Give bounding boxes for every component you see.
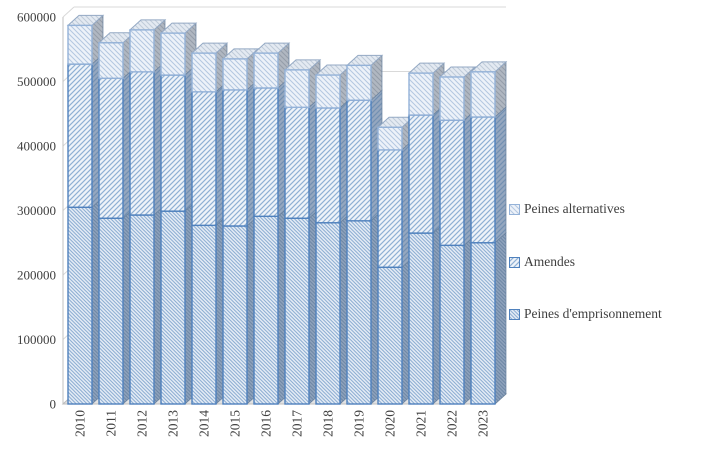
x-axis-year-label: 2011 bbox=[104, 410, 119, 437]
bar-segment-2014 bbox=[191, 91, 217, 227]
bar-segment-2010 bbox=[67, 63, 93, 208]
bar-segment-2020 bbox=[377, 149, 403, 268]
bar-segment-2020 bbox=[377, 266, 403, 405]
bar-segment-2013 bbox=[160, 74, 186, 212]
bar-2011 bbox=[97, 32, 136, 405]
bar-segment-2021 bbox=[408, 72, 434, 116]
bar-side-2023 bbox=[494, 106, 507, 244]
bar-segment-2017 bbox=[284, 106, 310, 219]
bar-segment-2021 bbox=[408, 232, 434, 405]
bar-segment-2015 bbox=[222, 89, 248, 227]
bar-segment-2014 bbox=[191, 52, 217, 93]
bar-2015 bbox=[221, 48, 260, 405]
bar-segment-2015 bbox=[222, 225, 248, 405]
bar-2020 bbox=[376, 116, 415, 405]
bar-segment-2019 bbox=[346, 99, 372, 222]
bar-segment-2015 bbox=[222, 58, 248, 91]
bar-segment-2014 bbox=[191, 224, 217, 405]
legend-label: Peines d'emprisonnement bbox=[524, 306, 662, 321]
x-axis-year-label: 2015 bbox=[228, 410, 243, 437]
bar-segment-2018 bbox=[315, 107, 341, 224]
bar-segment-2018 bbox=[315, 74, 341, 109]
y-axis-tick-label: 400000 bbox=[17, 139, 56, 154]
x-axis-year-label: 2023 bbox=[476, 410, 491, 437]
x-axis-year-label: 2010 bbox=[73, 410, 88, 437]
y-axis-tick-label: 500000 bbox=[17, 74, 56, 89]
bar-segment-2013 bbox=[160, 32, 186, 76]
bar-segment-2012 bbox=[129, 214, 155, 405]
bar-segment-2023 bbox=[470, 116, 496, 244]
bar-2017 bbox=[283, 59, 322, 405]
x-axis-year-label: 2021 bbox=[414, 410, 429, 437]
bar-segment-2016 bbox=[253, 215, 279, 405]
y-axis-tick-label: 200000 bbox=[17, 268, 56, 283]
y-axis-tick-label: 0 bbox=[50, 397, 57, 412]
y-axis-tick-label: 600000 bbox=[17, 10, 56, 25]
bar-segment-2021 bbox=[408, 114, 434, 234]
bar-2013 bbox=[159, 22, 198, 405]
legend-item-peines-emprisonnement: Peines d'emprisonnement bbox=[509, 306, 662, 322]
x-axis-year-label: 2019 bbox=[352, 410, 367, 437]
bar-segment-2011 bbox=[98, 77, 124, 219]
legend-swatch-alternatives-icon bbox=[509, 203, 520, 215]
legend-swatch-emprisonnement-icon bbox=[509, 308, 520, 320]
bar-segment-2019 bbox=[346, 64, 372, 101]
bar-segment-2022 bbox=[439, 76, 465, 121]
bar-segment-2020 bbox=[377, 126, 403, 151]
bar-2016 bbox=[252, 42, 291, 405]
bar-segment-2012 bbox=[129, 71, 155, 216]
x-axis-year-label: 2022 bbox=[445, 410, 460, 437]
bar-segment-2023 bbox=[470, 71, 496, 118]
legend-label: Peines alternatives bbox=[524, 201, 625, 216]
legend-item-amendes: Amendes bbox=[509, 254, 575, 270]
bar-segment-2017 bbox=[284, 217, 310, 405]
bar-segment-2018 bbox=[315, 222, 341, 405]
y-axis-tick-label: 300000 bbox=[17, 203, 56, 218]
bar-segment-2022 bbox=[439, 244, 465, 405]
bar-2022 bbox=[438, 66, 477, 405]
x-axis-year-label: 2016 bbox=[259, 410, 274, 437]
y-axis-tick-label: 100000 bbox=[17, 332, 56, 347]
bar-segment-2010 bbox=[67, 24, 93, 65]
x-axis-year-label: 2013 bbox=[166, 410, 181, 437]
x-axis-year-label: 2020 bbox=[383, 410, 398, 437]
bar-2012 bbox=[128, 19, 167, 405]
x-axis-year-label: 2012 bbox=[135, 410, 150, 437]
bar-segment-2016 bbox=[253, 52, 279, 89]
bar-segment-2016 bbox=[253, 87, 279, 218]
bar-2019 bbox=[345, 54, 384, 405]
bar-segment-2011 bbox=[98, 42, 124, 79]
bar-segment-2023 bbox=[470, 242, 496, 405]
x-axis-year-label: 2018 bbox=[321, 410, 336, 437]
bar-2018 bbox=[314, 64, 353, 405]
x-axis-year-label: 2017 bbox=[290, 410, 305, 437]
legend-item-peines-alternatives: Peines alternatives bbox=[509, 201, 625, 217]
bar-segment-2013 bbox=[160, 210, 186, 405]
x-axis-year-label: 2014 bbox=[197, 410, 212, 437]
legend-label: Amendes bbox=[524, 254, 575, 269]
bar-2021 bbox=[407, 62, 446, 405]
bar-segment-2022 bbox=[439, 119, 465, 247]
legend-swatch-amendes-icon bbox=[509, 256, 520, 268]
bar-segment-2012 bbox=[129, 29, 155, 73]
bar-segment-2010 bbox=[67, 206, 93, 405]
grid-depth-tick bbox=[62, 6, 75, 18]
bar-segment-2017 bbox=[284, 69, 310, 108]
bar-2010 bbox=[66, 14, 105, 405]
bar-2014 bbox=[190, 42, 229, 405]
bar-segment-2019 bbox=[346, 220, 372, 405]
bar-segment-2011 bbox=[98, 217, 124, 405]
bar-side-2023 bbox=[494, 231, 507, 405]
bar-2023 bbox=[469, 61, 508, 405]
